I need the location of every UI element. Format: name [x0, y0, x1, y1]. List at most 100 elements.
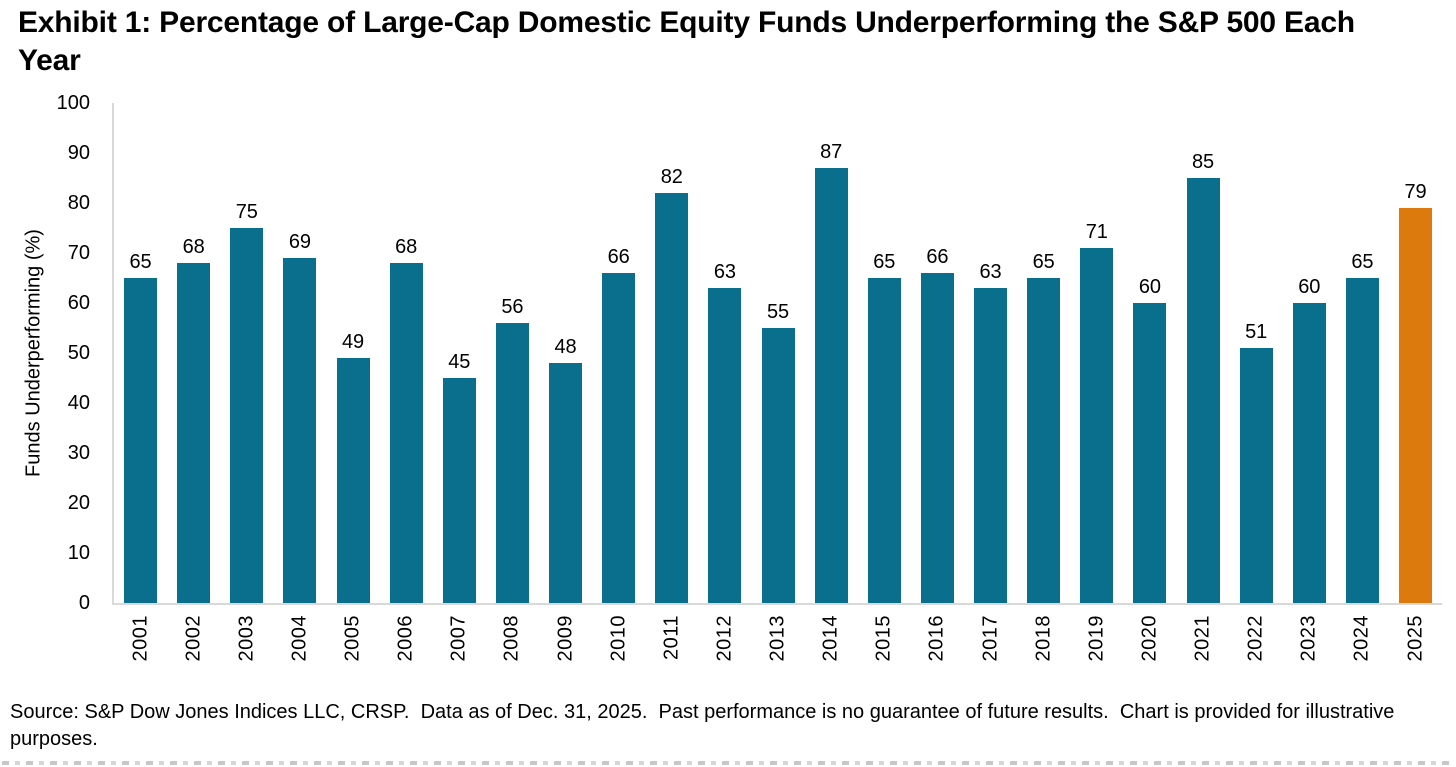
bar — [230, 228, 264, 603]
x-tick-label: 2012 — [713, 615, 736, 662]
y-tick-label: 70 — [67, 242, 90, 264]
x-tick-label: 2015 — [872, 615, 895, 662]
bar-value-label: 49 — [341, 331, 365, 353]
x-tick-label: 2001 — [129, 615, 152, 662]
bar-column-2015: 65 2015 — [858, 103, 911, 662]
bar-value-label: 65 — [1351, 251, 1374, 273]
bar-value-label: 82 — [660, 166, 683, 188]
bar — [708, 288, 742, 603]
bar-column-2008: 56 2008 — [486, 103, 539, 662]
x-tick-label: 2002 — [182, 615, 205, 662]
bar — [1345, 278, 1379, 603]
y-tick-label: 50 — [67, 342, 90, 364]
x-tick-label: 2025 — [1404, 615, 1427, 662]
bar-column-2023: 60 2023 — [1283, 103, 1336, 662]
bar-value-label: 55 — [766, 301, 790, 323]
x-tick-label: 2007 — [447, 615, 470, 662]
x-tick-label: 2022 — [1244, 615, 1267, 662]
y-tick-label: 80 — [67, 192, 90, 214]
y-tick-label: 30 — [67, 442, 90, 464]
bar-column-2006: 68 2006 — [380, 103, 433, 662]
bar — [761, 328, 795, 603]
bar-value-label: 71 — [1085, 221, 1108, 243]
bar-column-2018: 65 2018 — [1017, 103, 1070, 662]
y-tick-label: 0 — [78, 592, 90, 614]
bar-column-2009: 48 2009 — [539, 103, 592, 662]
bar-value-label: 63 — [979, 261, 1002, 283]
bar-column-2012: 63 2012 — [698, 103, 751, 662]
bar-column-2005: 49 2005 — [327, 103, 380, 662]
bar-value-label: 85 — [1191, 151, 1215, 173]
x-tick-label: 2021 — [1191, 615, 1214, 662]
bar-value-label: 68 — [395, 236, 418, 258]
bar-column-2011: 82 2011 — [645, 103, 698, 660]
bar-value-label: 65 — [873, 251, 896, 273]
bar-value-label: 79 — [1404, 181, 1427, 203]
bar — [1027, 278, 1061, 603]
bar-value-label: 65 — [1032, 251, 1055, 273]
bar-value-label: 56 — [501, 296, 524, 318]
x-tick-label: 2008 — [500, 615, 523, 662]
bar-value-label: 51 — [1245, 321, 1268, 343]
bar — [283, 258, 317, 603]
bar-value-label: 45 — [448, 351, 471, 373]
bar — [336, 358, 370, 603]
bar — [867, 278, 901, 603]
bar — [124, 278, 158, 603]
bar-value-label: 48 — [554, 336, 577, 358]
chart-title: Exhibit 1: Percentage of Large-Cap Domes… — [18, 6, 1355, 77]
y-tick-label: 100 — [56, 92, 90, 114]
bar-column-2016: 66 2016 — [911, 103, 964, 662]
bar — [389, 263, 423, 603]
bar-column-2002: 68 2002 — [167, 103, 220, 662]
x-tick-label: 2017 — [979, 615, 1002, 662]
bar — [1186, 178, 1220, 603]
bar-column-2004: 69 2004 — [273, 103, 326, 662]
bar — [602, 273, 636, 603]
bar-column-2001: 65 2001 — [114, 103, 167, 662]
bar — [974, 288, 1008, 603]
x-tick-label: 2020 — [1138, 615, 1161, 662]
bar — [177, 263, 211, 603]
bar-highlighted — [1399, 208, 1433, 603]
plot-area: 65 2001 68 2002 75 2003 69 2004 49 2005 68 2006 45 20… — [112, 103, 1442, 662]
y-tick-label: 40 — [67, 392, 90, 414]
x-tick-label: 2024 — [1350, 615, 1373, 662]
bar-column-2022: 51 2022 — [1230, 103, 1283, 662]
bar-value-label: 63 — [713, 261, 737, 283]
bar-value-label: 68 — [182, 236, 205, 258]
x-tick-label: 2013 — [766, 615, 789, 662]
bar-value-label: 60 — [1298, 276, 1321, 298]
x-tick-label: 2019 — [1085, 615, 1108, 662]
source-note: Source: S&P Dow Jones Indices LLC, CRSP.… — [10, 701, 1400, 750]
bar — [814, 168, 848, 603]
bar — [442, 378, 476, 603]
x-tick-label: 2006 — [394, 615, 417, 662]
bar-value-label: 69 — [288, 231, 312, 253]
y-tick-label: 10 — [67, 542, 90, 564]
bar-value-label: 65 — [129, 251, 152, 273]
bar-value-label: 87 — [820, 141, 843, 163]
bar — [1080, 248, 1114, 603]
bar-column-2007: 45 2007 — [433, 103, 486, 662]
bar — [1292, 303, 1326, 603]
bar-value-label: 66 — [607, 246, 630, 268]
x-tick-label: 2004 — [288, 615, 311, 662]
y-tick-label: 20 — [67, 492, 90, 514]
x-tick-label: 2003 — [235, 615, 258, 662]
bar-column-2003: 75 2003 — [220, 103, 273, 662]
bar-column-2025: 79 2025 — [1389, 103, 1442, 662]
bar-column-2021: 85 2021 — [1177, 103, 1230, 662]
bar-column-2014: 87 2014 — [805, 103, 858, 662]
bar — [1239, 348, 1273, 603]
x-tick-label: 2023 — [1297, 615, 1320, 662]
y-tick-label: 60 — [67, 292, 90, 314]
bar-column-2013: 55 2013 — [752, 103, 805, 662]
clipped-text-artifact — [2, 761, 1450, 765]
x-tick-label: 2016 — [925, 615, 948, 662]
x-tick-label: 2011 — [660, 615, 683, 661]
bar — [655, 193, 689, 603]
bar-column-2019: 71 2019 — [1070, 103, 1123, 662]
bar-column-2010: 66 2010 — [592, 103, 645, 662]
y-axis-tick-labels: 0 10 20 30 40 50 60 70 80 90 100 — [0, 93, 100, 613]
